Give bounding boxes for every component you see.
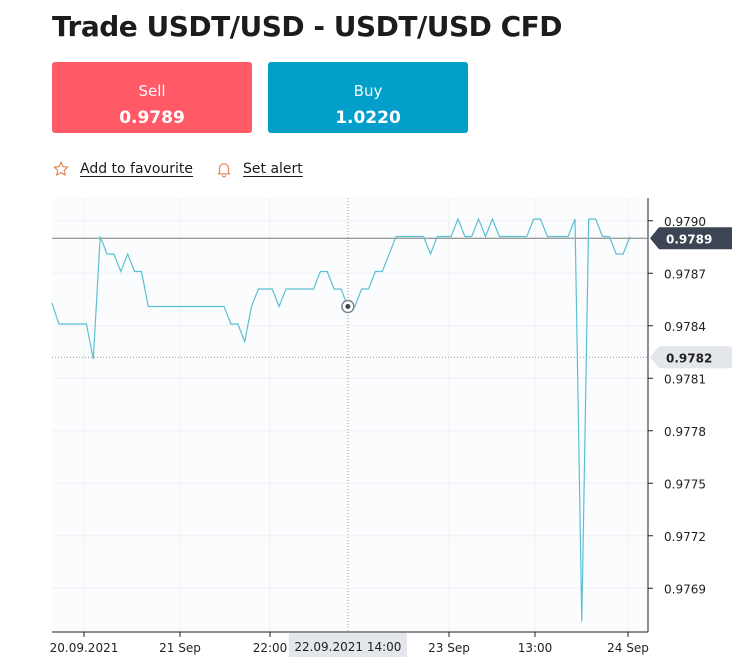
x-tick-label: 21 Sep [159, 641, 201, 655]
y-tick-label: 0.9784 [664, 320, 706, 334]
x-tick-label: 20.09.2021 [50, 641, 119, 655]
crosshair-price-tag-label: 0.9782 [666, 351, 712, 365]
page-title: Trade USDT/USD - USDT/USD CFD [52, 10, 563, 43]
crosshair-date-tag [288, 633, 407, 657]
sell-price: 0.9789 [119, 107, 185, 128]
crosshair-marker-dot [345, 304, 351, 309]
x-tick-label: 22:00 [253, 641, 288, 655]
add-to-favourite-label: Add to favourite [80, 161, 194, 177]
y-tick-label: 0.9769 [664, 582, 706, 596]
add-to-favourite-link[interactable]: Add to favourite [52, 160, 193, 178]
price-chart[interactable]: 0.9790 0.9787 0.9784 0.9781 0.9778 0.9775 0.97… [0, 190, 740, 671]
y-tick-label: 0.9778 [664, 425, 706, 439]
buy-label: Buy [353, 81, 383, 100]
set-alert-link[interactable]: Set alert [215, 160, 303, 178]
sell-button[interactable]: Sell 0.9789 [52, 62, 252, 133]
x-tick-label: 24 Sep [607, 641, 649, 655]
x-tick-label: 23 Sep [428, 641, 470, 655]
last-price-tag-label: 0.9789 [666, 232, 712, 246]
y-tick-label: 0.9775 [664, 477, 706, 491]
y-tick-label: 0.9787 [664, 267, 706, 281]
crosshair-price-tag [650, 346, 732, 369]
y-tick-label: 0.9772 [664, 530, 706, 544]
plot-area [52, 198, 648, 632]
crosshair-date-label: 22.09.2021 14:00 [294, 640, 401, 654]
x-tick-label: 13:00 [518, 641, 553, 655]
set-alert-label: Set alert [243, 161, 303, 177]
sell-label: Sell [138, 81, 166, 100]
price-series-line [51, 217, 631, 622]
buy-price: 1.0220 [335, 107, 401, 128]
buy-button[interactable]: Buy 1.0220 [268, 62, 468, 133]
y-tick-label: 0.9790 [664, 215, 706, 229]
y-tick-label: 0.9781 [664, 372, 706, 386]
star-outline-icon [53, 161, 69, 176]
bell-outline-icon [217, 163, 231, 178]
last-price-tag [650, 227, 732, 250]
